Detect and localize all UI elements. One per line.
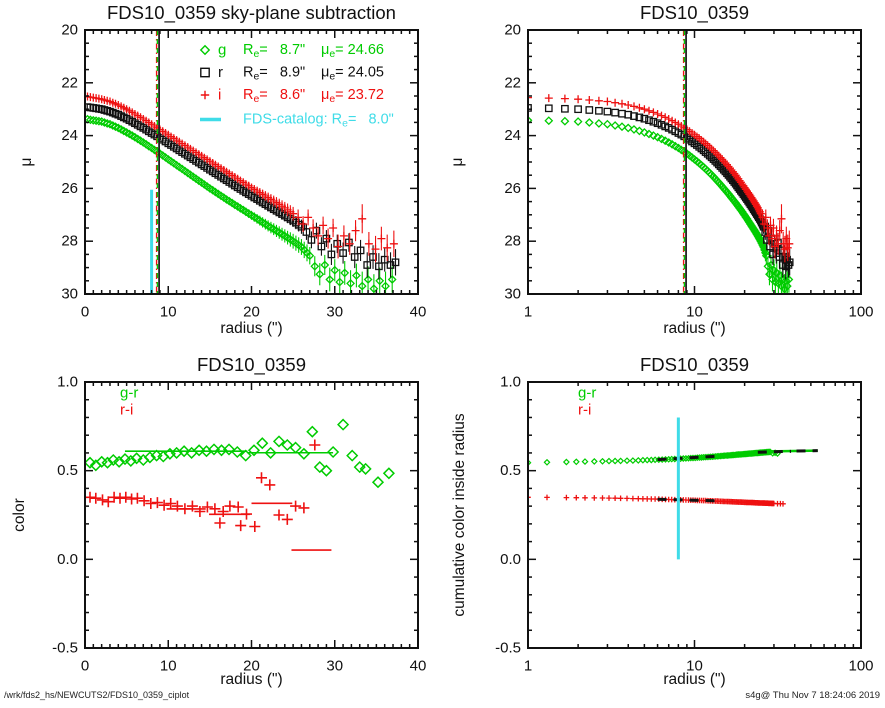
svg-text:FDS-catalog: Re= 8.0": FDS-catalog: Re= 8.0"	[243, 112, 394, 130]
svg-text:Re= 8.7": Re= 8.7"	[243, 42, 305, 60]
axes-tr	[527, 29, 862, 295]
x-axis-label-bottom-right: radius (")	[663, 671, 726, 688]
svg-text:24: 24	[504, 127, 521, 144]
panel-tr: 1 10 100 20 22 24 26 28 30	[504, 22, 873, 321]
svg-text:μe= 24.05: μe= 24.05	[321, 65, 384, 83]
axes-tl	[84, 29, 419, 295]
series-r	[84, 103, 400, 280]
panel-bl: 0 10 20 30 40 1.0 0.5 0.0 -0.5 g-rr-i	[52, 374, 426, 675]
series-g	[527, 115, 794, 295]
svg-text:r: r	[218, 64, 223, 81]
svg-text:r-i: r-i	[578, 402, 591, 419]
series-r-i	[84, 439, 321, 532]
svg-text:g: g	[218, 42, 226, 59]
plot-area-tr	[527, 30, 794, 295]
series-g-r	[84, 418, 395, 489]
svg-text:0: 0	[81, 658, 89, 675]
svg-text:100: 100	[848, 658, 873, 675]
svg-text:22: 22	[61, 74, 78, 91]
svg-text:0: 0	[81, 304, 89, 321]
panel-br: 1 10 100 1.0 0.5 0.0 -0.5 g-rr-i	[495, 374, 873, 675]
svg-text:20: 20	[243, 658, 260, 675]
svg-text:0.5: 0.5	[57, 462, 78, 479]
svg-text:μe= 24.66: μe= 24.66	[321, 42, 384, 60]
plot-timestamp: s4g@ Thu Nov 7 18:24:06 2019	[745, 690, 880, 701]
svg-text:20: 20	[61, 22, 78, 39]
axes-br	[527, 381, 862, 649]
tick-labels-br: 1 10 100 1.0 0.5 0.0 -0.5	[495, 374, 873, 675]
y-axis-label-bottom-left: color	[11, 498, 28, 532]
x-axis-label-top-left: radius (")	[220, 320, 283, 337]
svg-text:100: 100	[848, 304, 873, 321]
x-axis-label-top-right: radius (")	[663, 320, 726, 337]
svg-text:Re= 8.6": Re= 8.6"	[243, 87, 305, 105]
svg-text:40: 40	[410, 658, 427, 675]
legend-bl: g-rr-i	[120, 385, 138, 419]
svg-text:0.0: 0.0	[57, 551, 78, 568]
y-axis-label-bottom-right: cumulative color inside radius	[451, 413, 468, 617]
tick-labels-tr: 1 10 100 20 22 24 26 28 30	[504, 22, 873, 321]
series-i	[527, 93, 794, 263]
tick-labels-tl: 0 10 20 30 40 20 22 24 26 28 30	[61, 22, 426, 321]
svg-text:24: 24	[61, 127, 78, 144]
svg-text:26: 26	[61, 180, 78, 197]
svg-text:10: 10	[160, 658, 177, 675]
svg-text:10: 10	[686, 658, 703, 675]
svg-text:-0.5: -0.5	[52, 640, 78, 657]
svg-text:1.0: 1.0	[500, 374, 521, 391]
svg-text:1: 1	[524, 658, 532, 675]
svg-text:g-r: g-r	[120, 385, 138, 402]
plot-area-tl	[84, 30, 400, 295]
series-g	[84, 114, 397, 295]
svg-text:26: 26	[504, 180, 521, 197]
x-axis-label-bottom-left: radius (")	[220, 671, 283, 688]
svg-text:Re= 8.9": Re= 8.9"	[243, 65, 305, 83]
panel-tl: 0 10 20 30 40 20 22 24 26 28 30 g Re= 8.7" μe= 24.66 r…	[61, 22, 426, 321]
svg-text:0.0: 0.0	[500, 551, 521, 568]
svg-text:22: 22	[504, 74, 521, 91]
plot-file-path: /wrk/fds2_hs/NEWCUTS2/FDS10_0359_ciplot	[4, 690, 190, 700]
svg-text:1: 1	[524, 304, 532, 321]
svg-text:40: 40	[410, 304, 427, 321]
panel-top-right-title: FDS10_0359	[639, 2, 750, 23]
svg-text:1.0: 1.0	[57, 374, 78, 391]
legend-br: g-rr-i	[578, 385, 596, 419]
svg-text:20: 20	[504, 22, 521, 39]
svg-text:μe= 23.72: μe= 23.72	[321, 87, 384, 105]
series-g-r	[527, 448, 781, 467]
svg-text:0.5: 0.5	[500, 462, 521, 479]
panel-bottom-left-title: FDS10_0359	[196, 354, 307, 375]
svg-text:28: 28	[61, 233, 78, 250]
y-axis-label-top-right: μ	[449, 157, 466, 167]
axes-bl	[84, 381, 419, 649]
y-axis-label-top-left: μ	[18, 157, 35, 167]
tick-labels-bl: 0 10 20 30 40 1.0 0.5 0.0 -0.5	[52, 374, 426, 675]
series-r-i	[527, 494, 786, 507]
svg-text:30: 30	[504, 286, 521, 303]
svg-text:-0.5: -0.5	[495, 640, 521, 657]
legend-tl: g Re= 8.7" μe= 24.66 r Re= 8.9" μe= 24.05 i Re=…	[199, 42, 394, 130]
svg-text:20: 20	[243, 304, 260, 321]
svg-text:30: 30	[61, 286, 78, 303]
plot-area-bl	[84, 418, 395, 551]
svg-text:g-r: g-r	[578, 385, 596, 402]
svg-text:i: i	[218, 87, 221, 104]
svg-text:10: 10	[160, 304, 177, 321]
svg-text:28: 28	[504, 233, 521, 250]
panel-bottom-right-title: FDS10_0359	[639, 354, 750, 375]
svg-text:10: 10	[686, 304, 703, 321]
svg-text:30: 30	[326, 304, 343, 321]
panel-top-left-title: FDS10_0359 sky-plane subtraction	[107, 2, 396, 23]
svg-text:r-i: r-i	[120, 402, 133, 419]
series-r	[527, 104, 794, 280]
svg-text:30: 30	[326, 658, 343, 675]
plot-area-br	[527, 417, 818, 560]
